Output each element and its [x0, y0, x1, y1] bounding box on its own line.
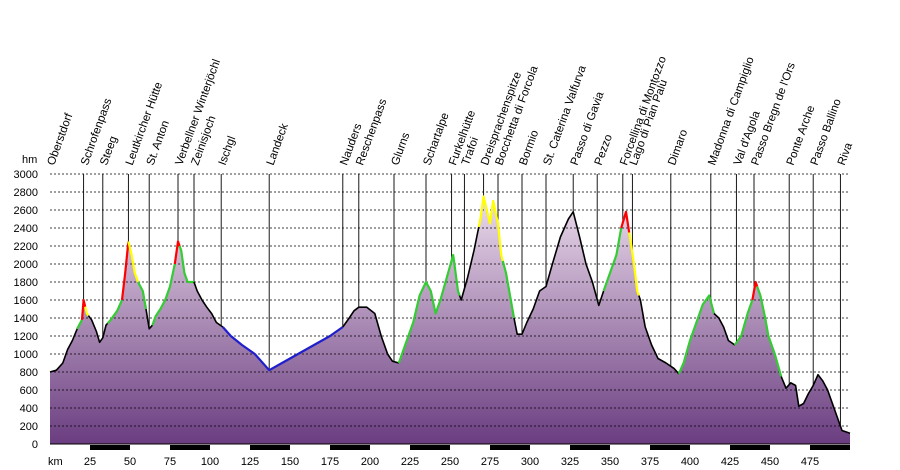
km-scale-segment	[250, 445, 290, 450]
profile-line-segment-yellow	[84, 306, 90, 317]
y-tick-label: 600	[20, 385, 38, 397]
x-tick-label: 250	[441, 456, 459, 468]
profile-line-segment-green	[602, 227, 623, 292]
profile-line-segment-yellow	[628, 232, 640, 296]
waypoint-label: Glurns	[390, 131, 413, 167]
x-tick-label: 150	[281, 456, 299, 468]
profile-line-segment-green	[397, 253, 461, 364]
km-scale-segment	[170, 445, 210, 450]
y-tick-label: 0	[32, 439, 38, 451]
x-tick-label: 175	[321, 456, 339, 468]
km-scale-segment	[490, 445, 530, 450]
waypoint-label: Bormio	[518, 129, 542, 167]
profile-line-segment-black	[780, 373, 851, 434]
profile-line-segment-black	[193, 281, 224, 328]
profile-line-segment-green	[106, 299, 124, 325]
profile-line-segment-yellow	[477, 195, 504, 262]
y-tick-label: 800	[20, 367, 38, 379]
waypoint-label: Ischgl	[217, 135, 239, 167]
profile-line-segment-red	[620, 210, 631, 233]
axis-layer: hm km 0 200 400 600 800 1000 1200 1400 1600 1800 2…	[14, 154, 850, 468]
profile-line-segment-black	[49, 328, 78, 373]
x-tick-label: 350	[601, 456, 619, 468]
profile-line-segment-black	[342, 306, 400, 364]
y-tick-label: 2200	[14, 241, 38, 253]
km-scale-segment	[570, 445, 610, 450]
profile-line-segment-red	[120, 241, 130, 301]
y-tick-label: 2600	[14, 205, 38, 217]
profile-line-segment-red	[173, 240, 181, 265]
profile-line-segment-black	[145, 308, 153, 330]
waypoint-label: Pezzo	[593, 133, 615, 167]
km-scale-segment	[90, 445, 130, 450]
profile-line-layer	[49, 195, 851, 434]
x-tick-label: 225	[401, 456, 419, 468]
profile-line-segment-red	[80, 298, 87, 320]
y-tick-label: 1400	[14, 313, 38, 325]
profile-line-segment-black	[713, 312, 736, 346]
y-tick-label: 2000	[14, 259, 38, 271]
profile-line-segment-black	[87, 315, 109, 344]
profile-line-segment-green	[733, 299, 754, 346]
profile-line-segment-green	[501, 260, 516, 319]
y-tick-label: 1600	[14, 295, 38, 307]
profile-line-segment-black	[638, 295, 680, 375]
profile-area	[50, 196, 850, 444]
waypoint-label: Oberstdorf	[46, 111, 76, 167]
waypoint-lines-layer	[83, 174, 841, 426]
y-tick-label: 1800	[14, 277, 38, 289]
profile-line-segment-green	[178, 245, 194, 284]
profile-line-segment-green	[137, 281, 148, 310]
waypoint-label: Dimaro	[666, 128, 690, 167]
x-tick-label: 100	[201, 456, 219, 468]
profile-line-segment-green	[756, 286, 783, 377]
profile-line-segment-green	[76, 319, 83, 330]
x-tick-label: 450	[761, 456, 779, 468]
y-tick-label: 2800	[14, 187, 38, 199]
profile-line-segment-yellow	[127, 241, 140, 283]
x-tick-label: 125	[241, 456, 259, 468]
waypoint-label: Steeg	[98, 135, 120, 167]
km-scale-segment	[810, 445, 850, 450]
y-tick-label: 400	[20, 403, 38, 415]
x-tick-label: 275	[481, 456, 499, 468]
x-tick-label: 475	[801, 456, 819, 468]
y-axis-label: hm	[22, 154, 37, 166]
km-scale-segment	[330, 445, 370, 450]
x-tick-label: 375	[641, 456, 659, 468]
km-scale-segment	[730, 445, 770, 450]
x-tick-label: 400	[681, 456, 699, 468]
y-tick-label: 200	[20, 421, 38, 433]
x-tick-label: 200	[361, 456, 379, 468]
y-tick-label: 3000	[14, 169, 38, 181]
profile-area-layer	[50, 196, 850, 444]
y-tick-label: 1200	[14, 331, 38, 343]
waypoint-label: Schartalpe	[422, 111, 452, 167]
km-scale-segment	[410, 445, 450, 450]
y-tick-label: 2400	[14, 223, 38, 235]
waypoint-label: Riva	[836, 141, 855, 167]
x-tick-label: 425	[721, 456, 739, 468]
x-tick-label: 50	[124, 456, 136, 468]
x-tick-label: 300	[521, 456, 539, 468]
x-tick-label: 75	[164, 456, 176, 468]
y-tick-label: 1000	[14, 349, 38, 361]
profile-line-segment-black	[513, 211, 605, 335]
waypoint-label: Landeck	[265, 122, 291, 167]
profile-line-segment-green	[151, 263, 176, 326]
x-axis-label: km	[48, 456, 63, 468]
x-tick-label: 325	[561, 456, 579, 468]
x-tick-label: 25	[84, 456, 96, 468]
profile-line-segment-red	[751, 280, 759, 301]
profile-line-segment-black	[458, 226, 480, 301]
profile-line-segment-green	[677, 294, 716, 375]
km-scale-segment	[650, 445, 690, 450]
profile-line-segment-blue	[221, 326, 344, 372]
